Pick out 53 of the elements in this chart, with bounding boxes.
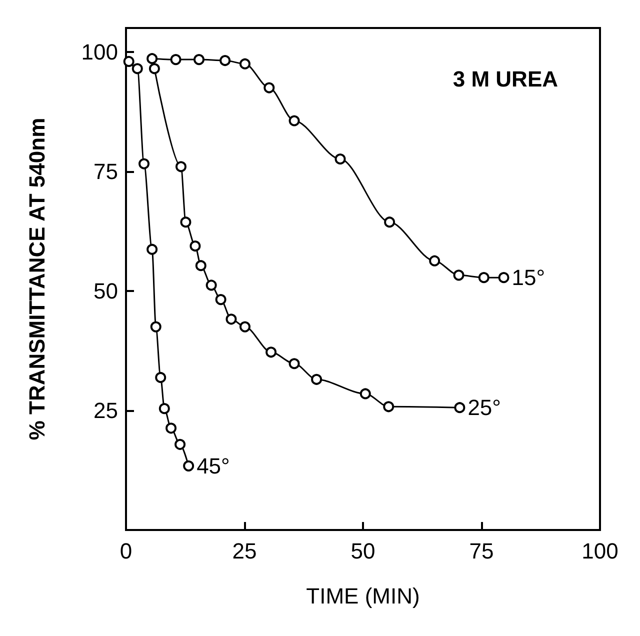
point: [215, 294, 226, 306]
point: [190, 240, 201, 252]
point: [239, 58, 250, 70]
point: [148, 63, 160, 74]
y-tick-label: 25: [94, 398, 118, 423]
series-label: 15°: [512, 265, 546, 290]
point: [311, 374, 322, 385]
point: [146, 53, 158, 64]
point: [266, 346, 277, 358]
point: [206, 280, 217, 291]
series-label: 45°: [196, 453, 230, 478]
x-tick-label: 0: [120, 538, 132, 564]
point: [383, 401, 394, 412]
y-axis-title: % TRANSMITTANCE AT 540nm: [24, 118, 50, 440]
point: [150, 321, 162, 332]
point: [264, 82, 275, 94]
annotation: 3 M UREA: [452, 66, 558, 92]
point: [239, 321, 250, 332]
y-tick-label: 50: [94, 278, 118, 304]
point: [498, 272, 510, 284]
x-tick-label: 75: [469, 538, 494, 564]
x-tick-label: 100: [582, 538, 618, 564]
point: [166, 422, 177, 434]
point: [453, 270, 464, 281]
point: [454, 402, 466, 414]
point: [175, 161, 186, 172]
point: [158, 403, 170, 414]
point: [132, 63, 143, 74]
point: [155, 372, 166, 383]
point: [226, 314, 237, 325]
point: [138, 158, 150, 170]
point: [183, 460, 194, 472]
point: [195, 260, 206, 272]
point: [180, 216, 192, 228]
point: [384, 216, 396, 228]
y-tick-label: 100: [81, 39, 118, 64]
point: [174, 438, 186, 450]
x-axis-title: TIME (MIN): [306, 584, 420, 608]
point: [334, 154, 346, 164]
point: [360, 388, 371, 400]
point: [478, 272, 490, 284]
y-tick-label: 75: [94, 158, 118, 184]
point: [170, 54, 182, 66]
series-label: 25°: [468, 395, 501, 420]
point: [146, 244, 158, 255]
point: [288, 358, 300, 370]
point: [220, 55, 231, 66]
point: [288, 115, 300, 126]
x-tick-label: 25: [232, 538, 257, 564]
point: [194, 54, 204, 66]
point: [123, 56, 134, 67]
point: [429, 255, 440, 266]
x-tick-label: 50: [350, 538, 376, 564]
